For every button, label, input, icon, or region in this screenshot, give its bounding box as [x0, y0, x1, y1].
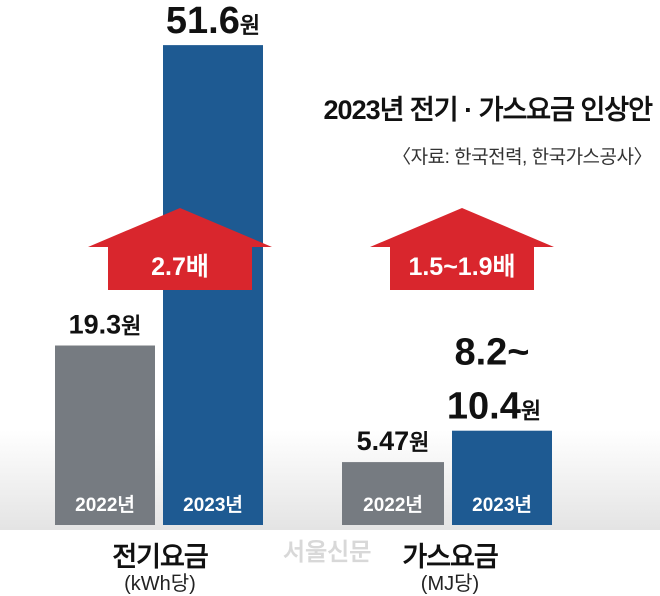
year-label-gas-0: 2022년	[363, 494, 423, 516]
category-label-electricity: 전기요금	[112, 542, 208, 572]
value-label-electricity-0: 19.3원	[69, 310, 142, 340]
bar-gas-2023	[452, 430, 552, 525]
category-label-gas: 가스요금	[402, 542, 498, 572]
value-label-gas-0: 5.47원	[357, 426, 430, 456]
year-label-gas-1: 2023년	[472, 494, 532, 516]
value-label-gas-1-line2: 10.4원	[447, 386, 541, 428]
year-label-electricity-1: 2023년	[183, 494, 243, 516]
bar-gas-2022	[342, 462, 444, 525]
increase-label-gas: 1.5~1.9배	[408, 253, 515, 281]
increase-arrow-electricity	[88, 208, 272, 290]
value-label-electricity-1: 51.6원	[166, 0, 260, 42]
category-unit-gas: (MJ당)	[420, 573, 480, 595]
increase-label-electricity: 2.7배	[151, 253, 209, 281]
chart-title: 2023년 전기 · 가스요금 인상안	[323, 95, 653, 125]
category-unit-electricity: (kWh당)	[124, 573, 196, 595]
bar-electricity-2022	[55, 345, 155, 525]
value-label-gas-1-line1: 8.2~	[454, 332, 529, 374]
chart-source: 〈자료: 한국전력, 한국가스공사〉	[392, 147, 652, 168]
year-label-electricity-0: 2022년	[75, 494, 135, 516]
increase-arrow-gas	[370, 208, 554, 290]
watermark: 서울신문	[283, 539, 372, 566]
